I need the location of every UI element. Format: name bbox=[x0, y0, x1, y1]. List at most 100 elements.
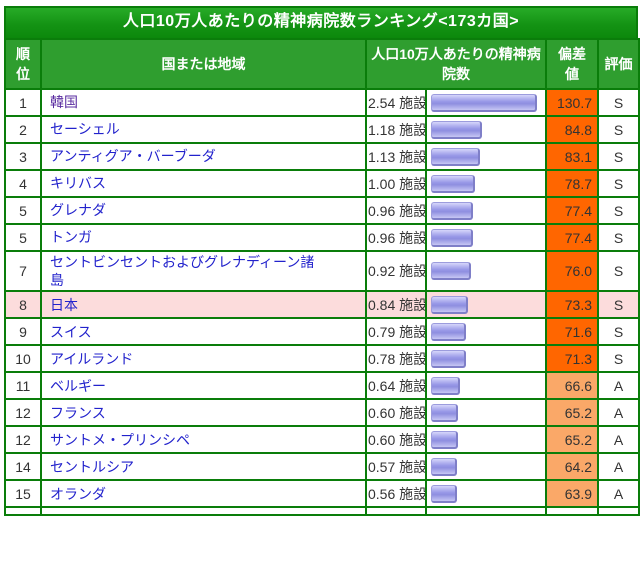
grade-cell: S bbox=[597, 169, 641, 198]
country-cell: キリバス bbox=[40, 169, 367, 198]
col-header-deviation: 偏差値 bbox=[545, 38, 600, 90]
rank-cell: 12 bbox=[4, 425, 42, 455]
value-unit: 施設 bbox=[399, 94, 426, 111]
country-link[interactable]: キリバス bbox=[50, 175, 106, 192]
value-cell: 1.00 施設 bbox=[365, 169, 427, 198]
country-link[interactable]: オランダ bbox=[50, 485, 106, 502]
country-link[interactable]: フランス bbox=[50, 404, 106, 421]
grade-cell: S bbox=[597, 290, 641, 320]
deviation-cell: 84.8 bbox=[545, 115, 600, 144]
country-link[interactable]: セントルシア bbox=[50, 458, 134, 475]
deviation-cell: 83.1 bbox=[545, 142, 600, 171]
bar-cell bbox=[424, 398, 548, 428]
rank-cell: 7 bbox=[4, 249, 42, 293]
country-cell: オランダ bbox=[40, 479, 367, 509]
table-row: 5 トンガ 0.96 施設 77.4 S bbox=[4, 223, 641, 252]
grade-cell: S bbox=[597, 223, 641, 252]
col-header-value: 人口10万人あたりの精神病院数 bbox=[364, 38, 548, 90]
value-bar bbox=[431, 295, 468, 314]
table-row: 1 韓国 2.54 施設 130.7 S bbox=[4, 88, 641, 117]
table-row: 7 セントビンセントおよびグレナディーン諸島 0.92 施設 76.0 S bbox=[4, 249, 641, 293]
value-bar bbox=[431, 262, 471, 281]
grade-cell: A bbox=[597, 371, 641, 401]
value-number: 0.56 bbox=[368, 485, 396, 502]
country-link[interactable]: セーシェル bbox=[50, 121, 120, 138]
value-cell: 0.78 施設 bbox=[365, 344, 427, 374]
table-row: 12 サントメ・プリンシペ 0.60 施設 65.2 A bbox=[4, 425, 641, 455]
value-bar bbox=[431, 201, 473, 220]
rank-cell: 2 bbox=[4, 115, 42, 144]
rank-cell: 5 bbox=[4, 196, 42, 225]
table-row: 4 キリバス 1.00 施設 78.7 S bbox=[4, 169, 641, 198]
value-number: 0.92 bbox=[368, 263, 396, 280]
rank-cell: 4 bbox=[4, 169, 42, 198]
deviation-cell: 66.6 bbox=[545, 371, 600, 401]
country-link[interactable]: アイルランド bbox=[50, 350, 134, 367]
deviation-cell: 77.4 bbox=[545, 223, 600, 252]
value-number: 0.96 bbox=[368, 202, 396, 219]
value-unit: 施設 bbox=[399, 404, 426, 421]
value-bar bbox=[431, 147, 480, 166]
value-number: 0.60 bbox=[368, 431, 396, 448]
deviation-cell: 64.2 bbox=[545, 452, 600, 482]
country-cell: 日本 bbox=[40, 290, 367, 320]
bar-cell bbox=[424, 317, 548, 347]
grade-cell: S bbox=[597, 196, 641, 225]
value-bar bbox=[431, 376, 460, 395]
country-link[interactable]: セントビンセントおよびグレナディーン諸島 bbox=[50, 254, 315, 289]
table-row: 11 ベルギー 0.64 施設 66.6 A bbox=[4, 371, 641, 401]
table-row: 9 スイス 0.79 施設 71.6 S bbox=[4, 317, 641, 347]
grade-cell: S bbox=[597, 344, 641, 374]
partial-row bbox=[4, 506, 641, 517]
country-cell: トンガ bbox=[40, 223, 367, 252]
rank-cell: 10 bbox=[4, 344, 42, 374]
country-cell: フランス bbox=[40, 398, 367, 428]
value-bar bbox=[431, 430, 458, 449]
country-link[interactable]: 韓国 bbox=[50, 94, 78, 111]
col-header-country: 国または地域 bbox=[40, 38, 367, 90]
col-header-rank: 順位 bbox=[4, 38, 42, 90]
country-link[interactable]: トンガ bbox=[50, 229, 92, 246]
value-bar bbox=[431, 228, 473, 247]
table-row: 3 アンティグア・バーブーダ 1.13 施設 83.1 S bbox=[4, 142, 641, 171]
value-unit: 施設 bbox=[399, 175, 426, 192]
grade-cell: A bbox=[597, 479, 641, 509]
country-cell: 韓国 bbox=[40, 88, 367, 117]
table-row: 10 アイルランド 0.78 施設 71.3 S bbox=[4, 344, 641, 374]
deviation-cell: 71.3 bbox=[545, 344, 600, 374]
grade-cell: A bbox=[597, 452, 641, 482]
bar-cell bbox=[424, 290, 548, 320]
country-link[interactable]: スイス bbox=[50, 323, 92, 340]
value-cell: 0.56 施設 bbox=[365, 479, 427, 509]
value-cell: 0.60 施設 bbox=[365, 398, 427, 428]
rank-cell: 14 bbox=[4, 452, 42, 482]
country-cell: セントビンセントおよびグレナディーン諸島 bbox=[40, 249, 367, 293]
rank-cell: 15 bbox=[4, 479, 42, 509]
grade-cell: S bbox=[597, 317, 641, 347]
country-link[interactable]: ベルギー bbox=[50, 377, 106, 394]
table-row: 12 フランス 0.60 施設 65.2 A bbox=[4, 398, 641, 428]
table-row: 5 グレナダ 0.96 施設 77.4 S bbox=[4, 196, 641, 225]
grade-cell: A bbox=[597, 425, 641, 455]
country-link[interactable]: アンティグア・バーブーダ bbox=[50, 148, 216, 165]
value-number: 0.78 bbox=[368, 350, 396, 367]
deviation-cell: 73.3 bbox=[545, 290, 600, 320]
value-number: 1.00 bbox=[368, 175, 396, 192]
deviation-cell: 71.6 bbox=[545, 317, 600, 347]
value-number: 1.13 bbox=[368, 148, 396, 165]
bar-cell bbox=[424, 169, 548, 198]
table-row: 2 セーシェル 1.18 施設 84.8 S bbox=[4, 115, 641, 144]
bar-cell bbox=[424, 344, 548, 374]
country-cell: セントルシア bbox=[40, 452, 367, 482]
bar-cell bbox=[424, 88, 548, 117]
value-bar bbox=[431, 403, 458, 422]
country-link[interactable]: 日本 bbox=[50, 296, 78, 313]
value-cell: 0.57 施設 bbox=[365, 452, 427, 482]
value-cell: 0.96 施設 bbox=[365, 196, 427, 225]
country-link[interactable]: グレナダ bbox=[50, 202, 106, 219]
value-unit: 施設 bbox=[399, 431, 426, 448]
table-row: 8 日本 0.84 施設 73.3 S bbox=[4, 290, 641, 320]
deviation-cell: 130.7 bbox=[545, 88, 600, 117]
country-link[interactable]: サントメ・プリンシペ bbox=[50, 431, 190, 448]
value-number: 1.18 bbox=[368, 121, 396, 138]
